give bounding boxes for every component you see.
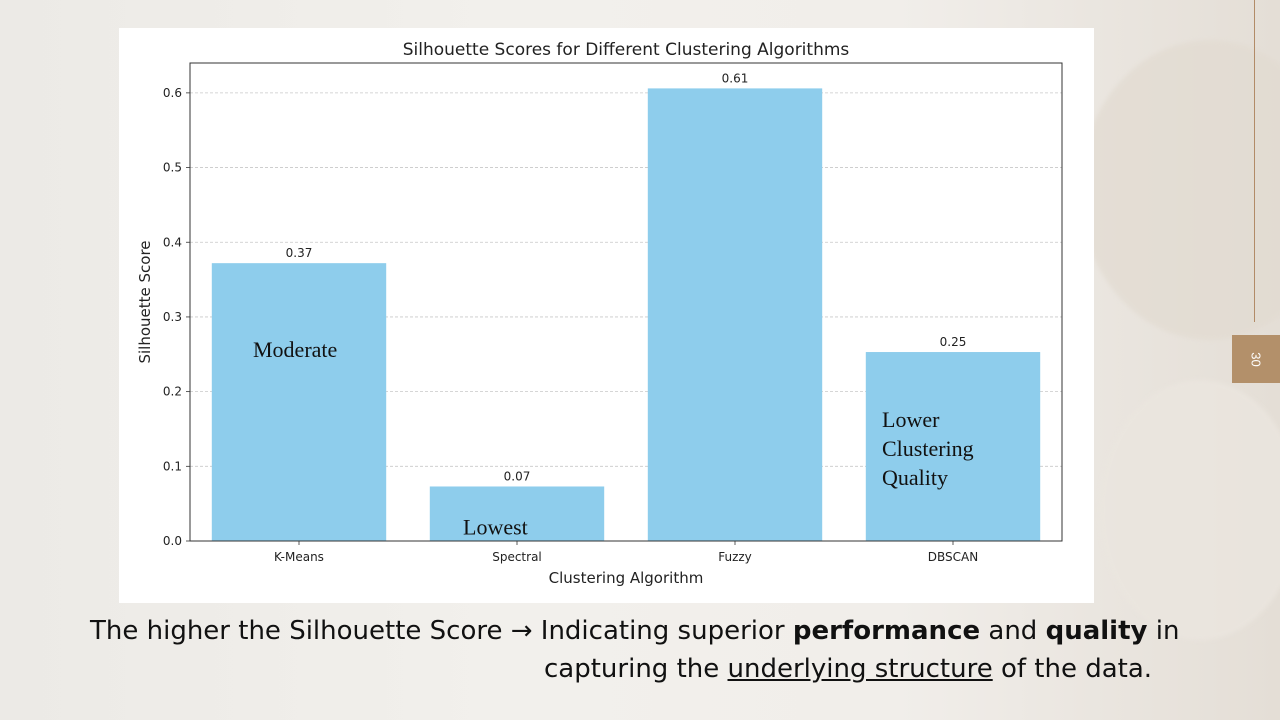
page-number-tab: 30	[1232, 335, 1280, 383]
y-tick-label: 0.5	[163, 161, 182, 175]
bar-annotation: Quality	[882, 465, 948, 490]
background-shape	[1080, 40, 1280, 340]
y-tick-label: 0.0	[163, 534, 182, 548]
caption-text: and	[980, 616, 1046, 646]
x-tick-label: DBSCAN	[928, 550, 978, 564]
background-shape	[1100, 380, 1280, 640]
caption-text: capturing the	[544, 654, 728, 684]
divider-line	[1254, 0, 1255, 322]
bar-annotation: Lowest	[463, 514, 528, 539]
bar-annotation: Moderate	[253, 337, 337, 362]
chart-title: Silhouette Scores for Different Clusteri…	[403, 40, 850, 60]
x-tick-label: Spectral	[492, 550, 542, 564]
bar-chart: 0.0 0.1 0.2 0.3 0.4 0.5 0.6 0.37 K-Means 0.07 Spec…	[136, 40, 1063, 587]
caption-text: in	[1147, 616, 1180, 646]
bar-annotation: Lower	[882, 407, 940, 432]
bar-fuzzy	[647, 88, 823, 542]
caption-bold-performance: performance	[792, 616, 981, 646]
y-tick-label: 0.1	[163, 459, 182, 473]
x-tick-label: Fuzzy	[718, 550, 752, 564]
chart-panel: 0.0 0.1 0.2 0.3 0.4 0.5 0.6 0.37 K-Means 0.07 Spec…	[119, 28, 1094, 603]
x-tick-label: K-Means	[274, 550, 324, 564]
y-tick-label: 0.3	[163, 310, 182, 324]
caption-underlined-structure: underlying structure	[727, 654, 993, 684]
data-label: 0.61	[722, 71, 749, 85]
y-axis-label: Silhouette Score	[136, 240, 154, 363]
y-tick-label: 0.4	[163, 235, 182, 249]
caption-line-2: capturing the underlying structure of th…	[544, 650, 1152, 688]
page-number: 30	[1248, 351, 1264, 367]
bar-k-means	[211, 263, 387, 541]
caption-text: The higher the Silhouette Score → Indica…	[90, 616, 793, 646]
data-label: 0.37	[286, 246, 313, 260]
caption-line-1: The higher the Silhouette Score → Indica…	[90, 612, 1179, 650]
data-label: 0.07	[504, 469, 531, 483]
bar-spectral	[429, 486, 605, 541]
y-tick-label: 0.6	[163, 86, 182, 100]
data-label: 0.25	[940, 335, 967, 349]
plot-frame	[189, 62, 1063, 542]
bar-annotation: Clustering	[882, 436, 974, 461]
caption-text: of the data.	[992, 654, 1153, 684]
y-tick-label: 0.2	[163, 385, 182, 399]
x-axis-label: Clustering Algorithm	[549, 569, 704, 587]
bar-dbscan	[865, 352, 1041, 541]
caption-bold-quality: quality	[1045, 616, 1148, 646]
